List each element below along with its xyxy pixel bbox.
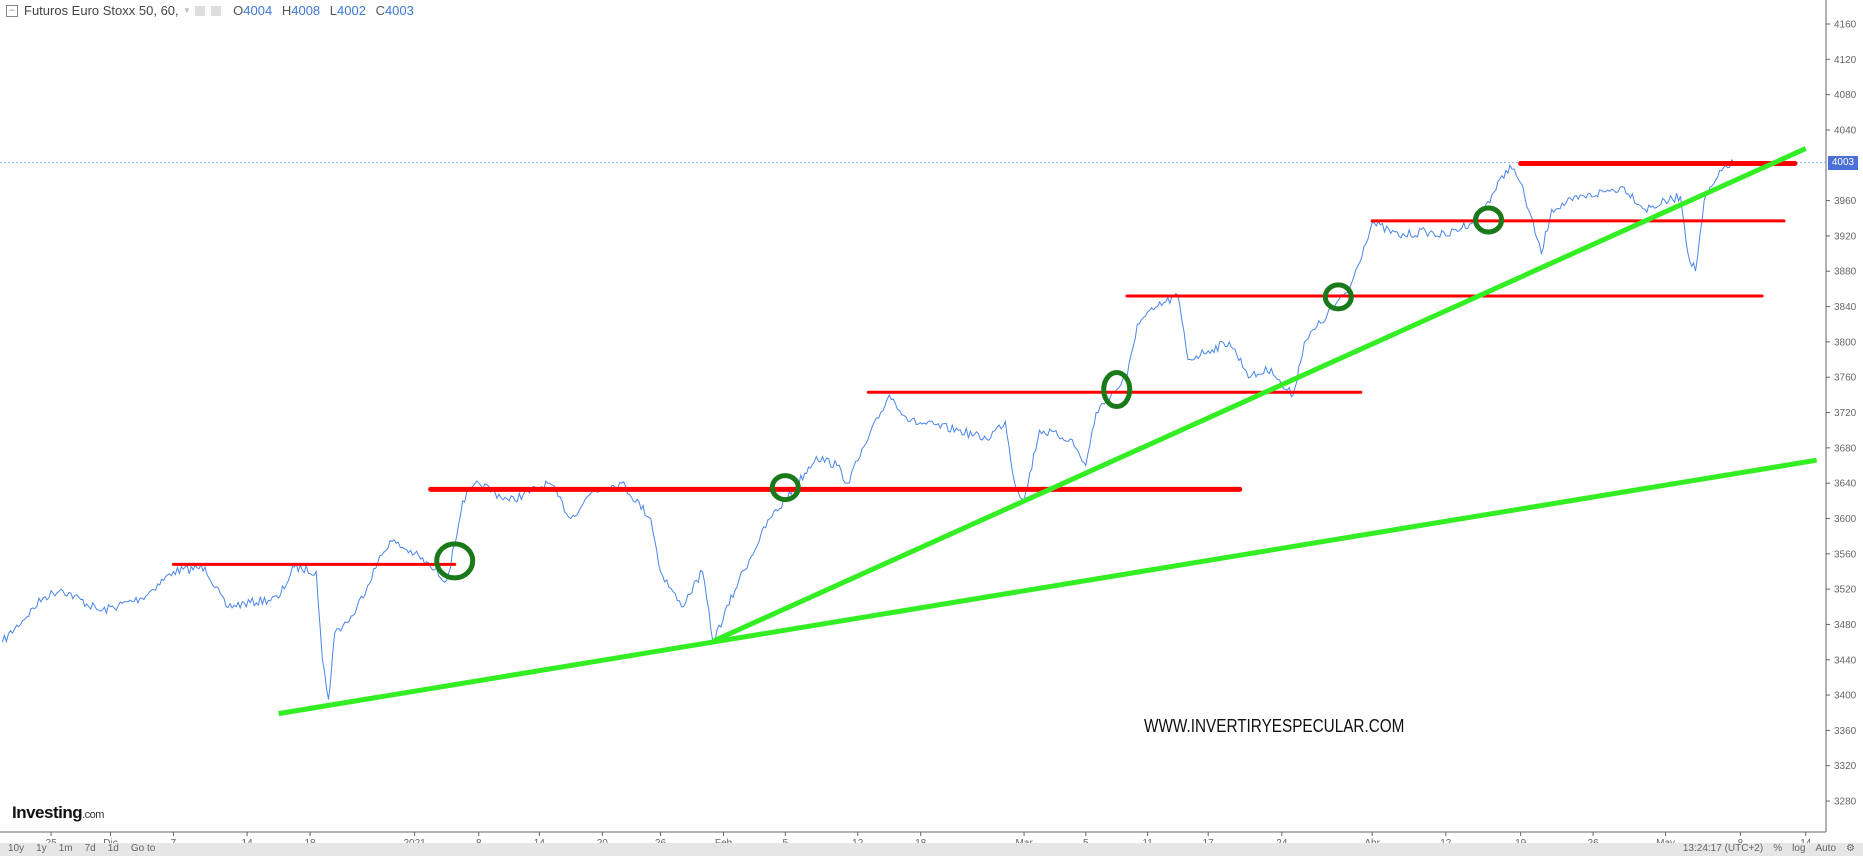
green-trend-line [278, 457, 1818, 717]
open-value: 4004 [243, 3, 273, 18]
visibility-icon[interactable] [195, 5, 206, 16]
green-breakout-circle [1322, 282, 1354, 312]
y-tick-label: 3520 [1834, 585, 1857, 596]
x-tick-label: 25 [46, 838, 58, 843]
investing-logo: Investing.com [12, 803, 104, 823]
x-tick-label: Dic [103, 838, 117, 843]
x-tick-label: 20 [597, 838, 609, 843]
clock: 13:24:17 (UTC+2) [1682, 843, 1764, 854]
x-tick-label: 7 [171, 838, 177, 843]
close-value: 4003 [384, 3, 414, 18]
y-tick-label: 3280 [1834, 797, 1857, 808]
x-tick-label: 14 [534, 838, 546, 843]
x-tick-label: 11 [1142, 838, 1153, 843]
high-value: 4008 [291, 3, 321, 18]
high-label: H [281, 3, 292, 18]
x-tick-label: 18 [305, 838, 317, 843]
low-label: L [329, 3, 338, 18]
x-tick-label: 5 [782, 838, 788, 843]
y-tick-label: 3320 [1834, 761, 1857, 772]
go-to-button[interactable]: Go to [130, 843, 156, 854]
y-tick-label: 3960 [1834, 196, 1857, 207]
chart-legend: − Futuros Euro Stoxx 50, 60, ▾ O4004 H40… [6, 3, 414, 18]
y-tick-label: 3400 [1834, 691, 1857, 702]
y-axis: 4160 4120 4080 4040 3960 3920 3880 3840 3800 3760… [1826, 20, 1857, 808]
y-tick-label: 3440 [1834, 655, 1857, 666]
y-tick-label: 3680 [1834, 443, 1857, 454]
x-tick-label: 2021 [403, 838, 426, 843]
green-breakout-circle [1473, 205, 1505, 235]
x-tick-label: 19 [1515, 838, 1527, 843]
x-tick-label: Abr [1364, 838, 1380, 843]
y-tick-label: 3640 [1834, 479, 1857, 490]
y-tick-label: 4120 [1834, 55, 1857, 66]
x-tick-label: 8 [476, 838, 482, 843]
x-tick-label: 8 [1738, 838, 1744, 843]
y-tick-label: 3880 [1834, 267, 1857, 278]
range-1d-button[interactable]: 1d [107, 843, 119, 854]
range-7d-button[interactable]: 7d [84, 843, 96, 854]
x-tick-label: 18 [915, 838, 927, 843]
y-tick-label: 4160 [1834, 20, 1857, 31]
logo-suffix: .com [82, 809, 104, 821]
drawings [171, 146, 1818, 717]
x-tick-label: 26 [1588, 838, 1600, 843]
log-toggle[interactable]: log [1792, 843, 1806, 854]
y-tick-label: 4080 [1834, 90, 1857, 101]
green-trend-line [711, 146, 1807, 644]
y-tick-label: 4040 [1834, 125, 1857, 136]
collapse-icon[interactable]: − [6, 4, 18, 17]
x-tick-label: 26 [655, 838, 667, 843]
x-tick-label: 14 [242, 838, 254, 843]
y-tick-label: 3920 [1834, 231, 1857, 242]
y-tick-label: 3360 [1834, 726, 1857, 737]
x-tick-label: 5 [1083, 838, 1089, 843]
x-tick-label: Mar [1015, 838, 1033, 843]
auto-toggle[interactable]: Auto [1815, 843, 1837, 854]
y-tick-label: 3560 [1834, 549, 1857, 560]
x-tick-label: 14 [1800, 838, 1812, 843]
x-tick-label: 12 [852, 838, 864, 843]
y-tick-label: 3600 [1834, 514, 1857, 525]
price-line [1, 158, 1739, 700]
x-axis: 25 Dic 7 14 18 2021 8 14 20 26 Feb 5 12 18 Mar 5 11 17 24 A… [46, 832, 1812, 843]
percent-toggle[interactable]: % [1773, 843, 1783, 854]
x-tick-label: 17 [1203, 838, 1215, 843]
y-tick-label: 3760 [1834, 373, 1857, 384]
green-breakout-circle [769, 473, 801, 503]
range-10y-button[interactable]: 10y [8, 843, 25, 854]
range-1y-button[interactable]: 1y [36, 843, 47, 854]
close-label: C [375, 3, 385, 18]
open-label: O [233, 3, 244, 18]
x-tick-label: 24 [1276, 838, 1288, 843]
bottom-toolbar: 10y 1y 1m 7d 1d Go to 13:24:17 (UTC+2) %… [0, 843, 1863, 856]
green-breakout-circle [1101, 370, 1133, 410]
dropdown-arrow-icon[interactable]: ▾ [184, 5, 190, 15]
y-tick-label: 3800 [1834, 337, 1857, 348]
y-tick-label: 3840 [1834, 302, 1857, 313]
settings-icon[interactable] [211, 5, 222, 16]
gear-icon[interactable]: ⚙ [1846, 843, 1855, 854]
instrument-title: Futuros Euro Stoxx 50, 60, [24, 3, 179, 18]
x-tick-label: Feb [715, 838, 733, 843]
logo-brand: Investing [12, 803, 83, 822]
y-tick-label: 3480 [1834, 620, 1857, 631]
x-tick-label: 12 [1440, 838, 1452, 843]
low-value: 4002 [337, 3, 366, 18]
range-1m-button[interactable]: 1m [58, 843, 73, 854]
watermark: WWW.INVERTIRYESPECULAR.COM [1144, 716, 1405, 736]
y-tick-label: 3720 [1834, 408, 1857, 419]
last-price-tag: 4003 [1828, 155, 1858, 170]
ohlc-values: O4004 H4008 L4002 C4003 [227, 3, 414, 18]
x-tick-label: May [1656, 838, 1675, 843]
green-breakout-circle [434, 541, 476, 581]
